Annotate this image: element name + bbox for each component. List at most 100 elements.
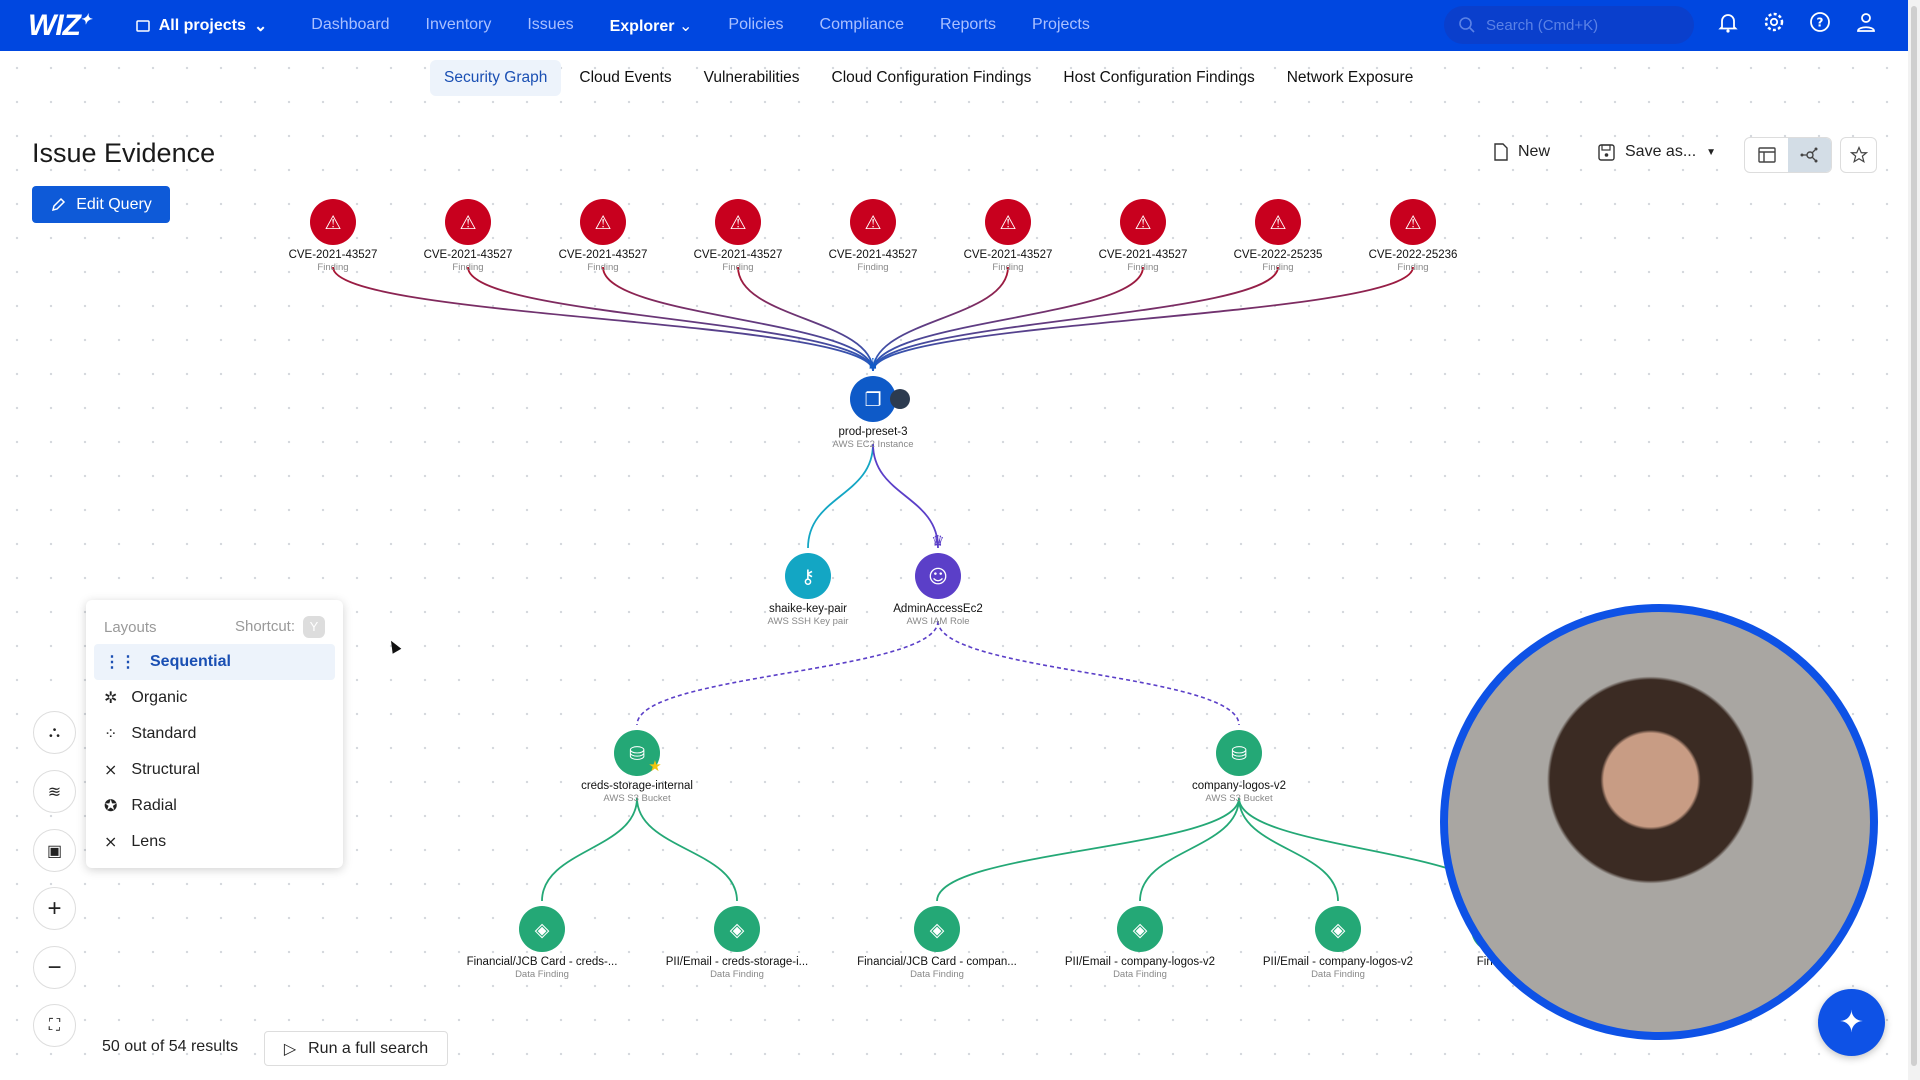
gear-icon[interactable] bbox=[1762, 10, 1786, 34]
layout-option-standard[interactable]: ⁘ Standard bbox=[94, 716, 335, 752]
tab-cloud-events[interactable]: Cloud Events bbox=[579, 69, 672, 86]
node-circle bbox=[310, 199, 356, 245]
layout-option-organic[interactable]: ✲ Organic bbox=[94, 680, 335, 716]
node-circle bbox=[519, 906, 565, 952]
node-label: Financial/JCB Card - creds-... bbox=[467, 956, 618, 968]
bell-icon[interactable] bbox=[1716, 10, 1740, 34]
bucket-icon: ⛁ bbox=[1231, 743, 1247, 765]
node-type: Finding bbox=[992, 262, 1023, 273]
layout-option-structural[interactable]: ⨯ Structural bbox=[94, 752, 335, 788]
tab-cloud-configuration-findings[interactable]: Cloud Configuration Findings bbox=[831, 69, 1032, 86]
key-icon: ⚷ bbox=[801, 566, 815, 588]
node-label: CVE-2021-43527 bbox=[289, 249, 378, 261]
role-icon: ☺ bbox=[928, 566, 948, 588]
node-circle bbox=[1216, 730, 1262, 776]
lens-layout-icon: ⨯ bbox=[104, 834, 118, 851]
layouts-menu-title: Layouts bbox=[104, 618, 157, 636]
layers-button[interactable]: ≋ bbox=[33, 770, 76, 813]
star-badge-icon: ★ bbox=[648, 758, 661, 775]
nav-dashboard[interactable]: Dashboard bbox=[311, 15, 390, 33]
node-circle bbox=[715, 199, 761, 245]
node-label: company-logos-v2 bbox=[1192, 780, 1286, 792]
layout-option-sequential[interactable]: ⋮⋮ Sequential bbox=[94, 644, 335, 680]
vm-icon: ❐ bbox=[864, 389, 881, 411]
crown-icon: ♛ bbox=[866, 355, 879, 373]
chevron-down-icon: ⌄ bbox=[253, 17, 268, 35]
table-view-button[interactable] bbox=[1745, 138, 1788, 172]
tab-network-exposure[interactable]: Network Exposure bbox=[1286, 69, 1414, 86]
bucket-icon: ⛁ bbox=[629, 743, 645, 765]
new-button[interactable]: New bbox=[1494, 143, 1550, 161]
tab-vulnerabilities[interactable]: Vulnerabilities bbox=[703, 69, 800, 86]
minimap-icon: ▣ bbox=[46, 842, 63, 860]
user-icon[interactable] bbox=[1854, 10, 1878, 34]
nav-compliance[interactable]: Compliance bbox=[819, 15, 905, 33]
node-circle bbox=[1255, 199, 1301, 245]
favorite-button[interactable] bbox=[1840, 137, 1877, 173]
all-projects-dropdown[interactable]: All projects ⌄ bbox=[135, 16, 268, 36]
edit-query-label: Edit Query bbox=[76, 195, 152, 213]
tab-security-graph[interactable]: Security Graph bbox=[430, 60, 562, 96]
node-circle bbox=[580, 199, 626, 245]
node-type: Data Finding bbox=[910, 969, 964, 980]
nav-reports[interactable]: Reports bbox=[940, 15, 997, 33]
svg-text:?: ? bbox=[1817, 16, 1824, 30]
nav-issues[interactable]: Issues bbox=[527, 15, 574, 33]
node-label: CVE-2021-43527 bbox=[559, 249, 648, 261]
layout-label: Sequential bbox=[150, 653, 231, 670]
graph-node-data[interactable]: ◈ PII/Email - creds-storage-i...Data Find… bbox=[666, 906, 809, 980]
minimap-button[interactable]: ▣ bbox=[33, 829, 76, 872]
view-toggle bbox=[1744, 137, 1832, 173]
graph-node-data[interactable]: ◈ Financial/JCB Card - creds-...Data Find… bbox=[467, 906, 618, 980]
run-full-search-button[interactable]: ▷ Run a full search bbox=[264, 1031, 448, 1066]
layout-option-lens[interactable]: ⨯ Lens bbox=[94, 824, 335, 860]
graph-edge bbox=[807, 443, 874, 549]
graph-edge bbox=[872, 266, 1279, 372]
page-scrollbar[interactable] bbox=[1908, 0, 1920, 1080]
zoom-in-button[interactable]: + bbox=[33, 887, 76, 930]
node-circle bbox=[1117, 906, 1163, 952]
nav-explorer[interactable]: Explorer ⌄ bbox=[609, 17, 693, 35]
search-input[interactable]: Search (Cmd+K) bbox=[1444, 6, 1694, 44]
graph-node-data[interactable]: ◈ Financial/JCB Card - compan...Data Find… bbox=[857, 906, 1017, 980]
node-type: Finding bbox=[722, 262, 753, 273]
layout-button[interactable]: ⛬ bbox=[33, 711, 76, 754]
zoom-out-button[interactable]: − bbox=[33, 946, 76, 989]
node-label: CVE-2021-43527 bbox=[964, 249, 1053, 261]
edit-query-button[interactable]: Edit Query bbox=[32, 186, 170, 223]
layout-option-radial[interactable]: ✪ Radial bbox=[94, 788, 335, 824]
ai-assistant-button[interactable]: ✦ bbox=[1818, 989, 1885, 1056]
tab-host-configuration-findings[interactable]: Host Configuration Findings bbox=[1063, 69, 1255, 86]
help-icon[interactable]: ? bbox=[1808, 10, 1832, 34]
nav-inventory[interactable]: Inventory bbox=[425, 15, 492, 33]
sparkle-icon: ✦ bbox=[1838, 1006, 1865, 1039]
node-type: Data Finding bbox=[1113, 969, 1167, 980]
node-circle bbox=[614, 730, 660, 776]
wiz-logo[interactable]: WIZ✦ bbox=[28, 8, 92, 42]
nav-policies[interactable]: Policies bbox=[728, 15, 784, 33]
save-as-dropdown[interactable]: Save as... ▼ bbox=[1598, 143, 1716, 161]
fit-screen-icon: ⛶ bbox=[48, 1016, 61, 1034]
fit-screen-button[interactable]: ⛶ bbox=[33, 1004, 76, 1047]
node-circle bbox=[850, 199, 896, 245]
nav-projects[interactable]: Projects bbox=[1032, 15, 1090, 33]
node-type: Finding bbox=[1262, 262, 1293, 273]
graph-view-button[interactable] bbox=[1788, 138, 1831, 172]
structural-layout-icon: ⨯ bbox=[104, 762, 118, 779]
